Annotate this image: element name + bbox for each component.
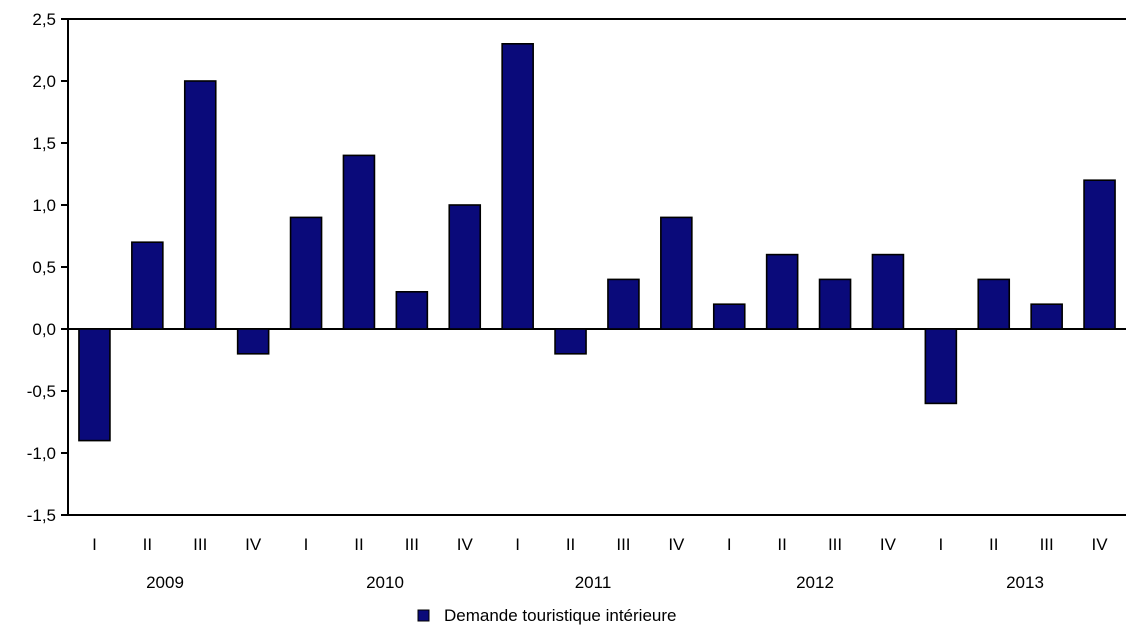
y-tick-label: -1,5 bbox=[27, 506, 56, 525]
bars bbox=[78, 42, 1116, 442]
year-labels: 2009 2010 2011 2012 2013 bbox=[146, 573, 1044, 592]
bar bbox=[236, 328, 270, 355]
x-tick-label: III bbox=[1040, 535, 1054, 554]
x-tick-label: IV bbox=[668, 535, 685, 554]
x-tick-label: I bbox=[727, 535, 732, 554]
y-tick-label: 2,5 bbox=[32, 10, 56, 29]
bar bbox=[712, 303, 746, 330]
bar bbox=[395, 290, 429, 330]
bar bbox=[131, 241, 164, 330]
bar bbox=[554, 328, 587, 355]
bar bbox=[765, 253, 799, 330]
x-tick-labels: I II III IV I II III IV I II III IV I II III IV I II III IV bbox=[92, 535, 1108, 554]
x-tick-label: III bbox=[616, 535, 630, 554]
x-tick-label: IV bbox=[457, 535, 474, 554]
bar bbox=[607, 278, 640, 330]
x-tick-label: I bbox=[515, 535, 520, 554]
x-tick-label: IV bbox=[880, 535, 897, 554]
legend-label: Demande touristique intérieure bbox=[444, 606, 676, 625]
bar bbox=[871, 253, 905, 330]
y-tick-label: 0,0 bbox=[32, 320, 56, 339]
bar bbox=[78, 328, 111, 442]
x-tick-label: II bbox=[989, 535, 998, 554]
bar bbox=[924, 328, 958, 405]
year-label: 2009 bbox=[146, 573, 184, 592]
y-tick-label: 1,0 bbox=[32, 196, 56, 215]
year-label: 2011 bbox=[575, 573, 612, 592]
x-tick-label: II bbox=[777, 535, 786, 554]
x-tick-label: II bbox=[354, 535, 363, 554]
x-tick-label: IV bbox=[1092, 535, 1109, 554]
y-tick-labels: 2,5 2,0 1,5 1,0 0,5 0,0 -0,5 -1,0 -1,5 bbox=[27, 10, 56, 525]
y-tick-label: -0,5 bbox=[27, 382, 56, 401]
x-tick-label: I bbox=[304, 535, 309, 554]
bar bbox=[818, 278, 852, 330]
year-label: 2010 bbox=[366, 573, 404, 592]
bar bbox=[448, 204, 482, 330]
bar bbox=[342, 154, 376, 330]
year-label: 2013 bbox=[1006, 573, 1044, 592]
y-tick-label: 0,5 bbox=[32, 258, 56, 277]
bar bbox=[977, 278, 1011, 330]
y-tick-label: 2,0 bbox=[32, 72, 56, 91]
bar bbox=[660, 216, 693, 330]
x-tick-label: III bbox=[828, 535, 842, 554]
legend: Demande touristique intérieure bbox=[417, 606, 676, 625]
bar bbox=[1030, 303, 1063, 330]
x-tick-label: II bbox=[566, 535, 575, 554]
x-tick-label: I bbox=[938, 535, 943, 554]
y-tick-label: -1,0 bbox=[27, 444, 56, 463]
axes bbox=[61, 18, 1126, 516]
x-tick-label: I bbox=[92, 535, 97, 554]
x-tick-label: III bbox=[193, 535, 207, 554]
legend-swatch bbox=[417, 609, 430, 622]
x-tick-label: II bbox=[143, 535, 152, 554]
bar bbox=[289, 216, 323, 330]
bar bbox=[1083, 179, 1116, 330]
y-tick-label: 1,5 bbox=[32, 134, 56, 153]
bar bbox=[501, 42, 534, 330]
bar bbox=[183, 80, 217, 330]
year-label: 2012 bbox=[796, 573, 834, 592]
x-tick-label: III bbox=[405, 535, 419, 554]
x-tick-label: IV bbox=[245, 535, 262, 554]
